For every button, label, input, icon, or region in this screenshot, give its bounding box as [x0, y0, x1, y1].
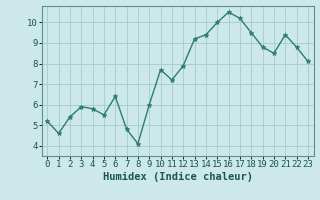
- X-axis label: Humidex (Indice chaleur): Humidex (Indice chaleur): [103, 172, 252, 182]
